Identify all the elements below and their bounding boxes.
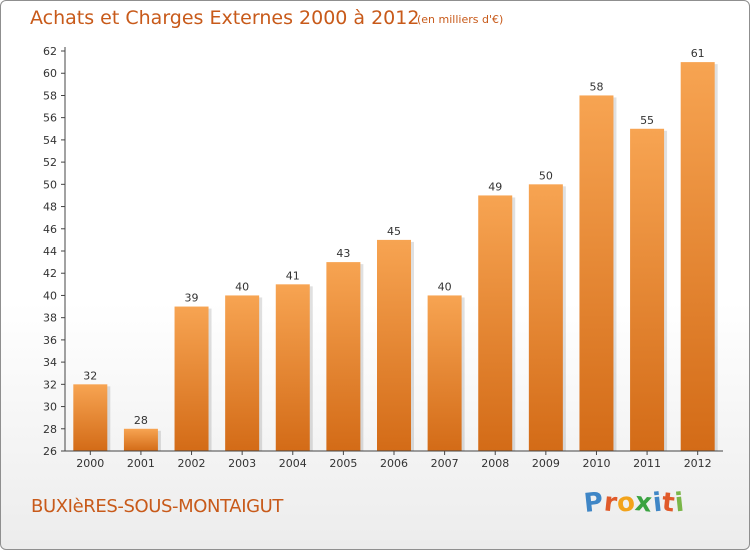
bar (528, 184, 563, 452)
x-tick-label: 2004 (279, 457, 307, 470)
bar (225, 295, 260, 451)
bar (579, 95, 614, 451)
x-tick-label: 2001 (127, 457, 155, 470)
chart-unit-label: (en milliers d'€) (417, 13, 504, 26)
x-tick-label: 2011 (633, 457, 661, 470)
data-label: 28 (134, 414, 148, 427)
x-tick-label: 2002 (178, 457, 206, 470)
y-tick-label: 28 (43, 423, 57, 436)
bar (630, 128, 665, 451)
data-label: 40 (235, 280, 249, 293)
y-tick-label: 52 (43, 156, 57, 169)
data-label: 50 (539, 169, 553, 182)
y-tick-label: 30 (43, 401, 57, 414)
data-label: 58 (589, 80, 603, 93)
bar (73, 384, 108, 451)
bar (680, 62, 715, 451)
data-label: 43 (336, 247, 350, 260)
x-tick-label: 2003 (228, 457, 256, 470)
x-tick-label: 2008 (481, 457, 509, 470)
bar-series: 32 28 39 40 41 43 45 40 49 50 58 55 61 (73, 47, 718, 452)
y-tick-label: 44 (43, 245, 57, 258)
data-label: 39 (185, 292, 199, 305)
bar (377, 239, 411, 451)
y-tick-label: 34 (43, 356, 57, 369)
y-tick-label: 54 (43, 134, 57, 147)
x-tick-label: 2012 (684, 457, 712, 470)
data-label: 32 (83, 369, 97, 382)
data-label: 49 (488, 180, 502, 193)
proxiti-logo: Proxiti (582, 487, 686, 519)
x-tick-label: 2007 (431, 457, 459, 470)
x-tick-label: 2009 (532, 457, 560, 470)
data-label: 55 (640, 114, 654, 127)
data-label: 41 (286, 269, 300, 282)
y-tick-label: 58 (43, 89, 57, 102)
bar (123, 428, 158, 451)
y-tick-label: 46 (43, 223, 57, 236)
y-tick-label: 50 (43, 178, 57, 191)
y-tick-label: 62 (43, 45, 57, 58)
y-tick-label: 26 (43, 445, 57, 458)
y-tick-label: 60 (43, 67, 57, 80)
bar (326, 262, 361, 451)
chart-title: Achats et Charges Externes 2000 à 2012 (30, 7, 420, 29)
bar (478, 195, 513, 451)
x-tick-label: 2010 (582, 457, 610, 470)
y-tick-label: 38 (43, 312, 57, 325)
y-tick-label: 40 (43, 289, 57, 302)
data-label: 61 (691, 47, 705, 60)
x-tick-label: 2005 (329, 457, 357, 470)
bar (174, 306, 209, 451)
y-tick-label: 42 (43, 267, 57, 280)
x-tick-label: 2000 (76, 457, 104, 470)
axes: 2000 2001 2002 2003 2004 2005 2006 2007 2008 2009… (43, 45, 723, 470)
data-label: 40 (438, 280, 452, 293)
y-tick-label: 56 (43, 112, 57, 125)
commune-name: BUXIèRES-SOUS-MONTAIGUT (31, 496, 284, 517)
y-tick-label: 48 (43, 201, 57, 214)
logo-letter: i (673, 487, 686, 519)
bar (427, 295, 462, 451)
y-tick-label: 32 (43, 378, 57, 391)
y-tick-label: 36 (43, 334, 57, 347)
bar (275, 284, 310, 451)
data-label: 45 (387, 225, 401, 238)
x-tick-label: 2006 (380, 457, 408, 470)
